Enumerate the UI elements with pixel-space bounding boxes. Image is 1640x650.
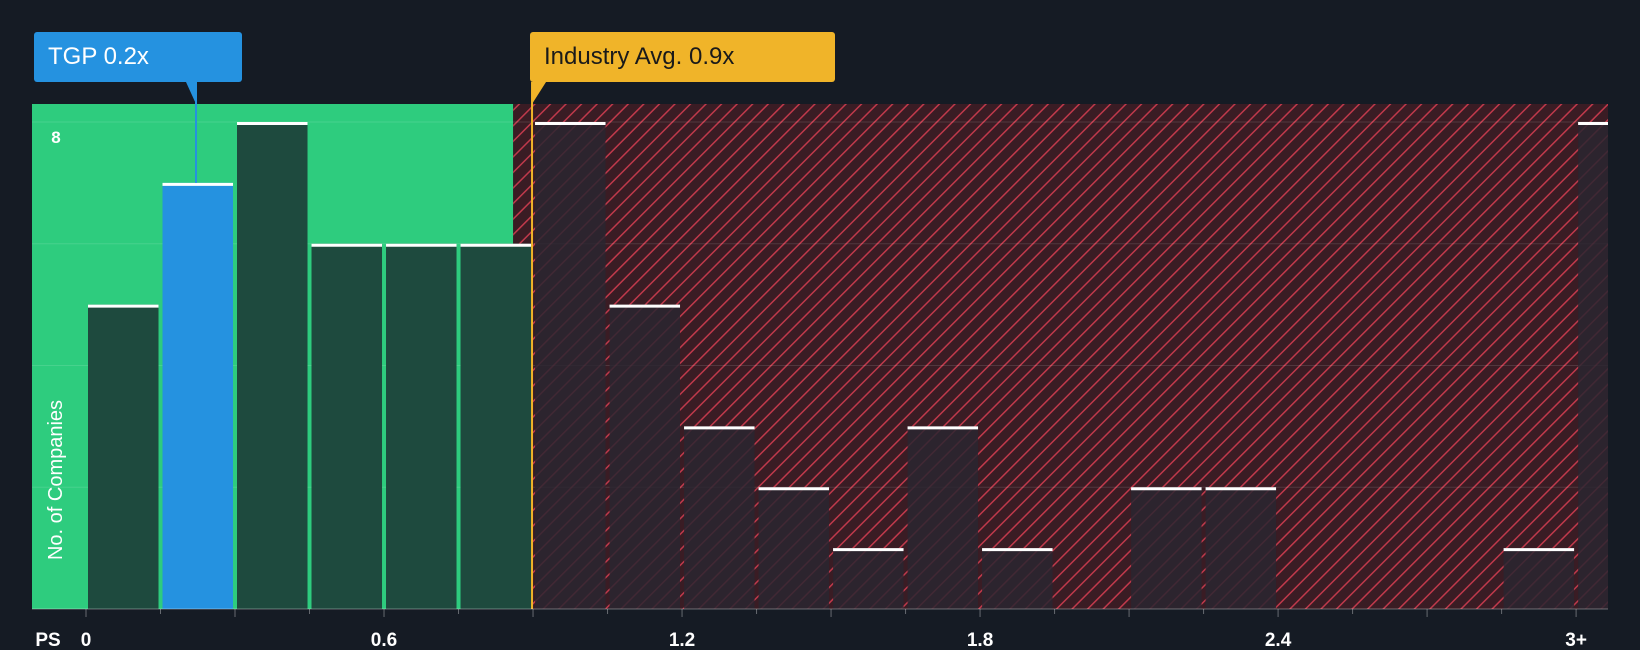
histogram-bar — [1578, 122, 1608, 609]
histogram-bar — [1503, 548, 1575, 609]
histogram-bar — [311, 243, 383, 609]
histogram-bar — [907, 426, 979, 609]
x-tick-label: 2.4 — [1265, 630, 1292, 650]
y-tick-label: 8 — [51, 128, 60, 147]
x-axis-label: PS — [35, 630, 60, 650]
histogram-bar — [88, 304, 159, 609]
x-tick-label: 1.8 — [967, 630, 993, 650]
x-tick-label: 0.6 — [371, 630, 397, 650]
industry-callout-pointer — [532, 82, 547, 104]
histogram-bar — [535, 122, 606, 609]
company-callout-pointer — [186, 82, 197, 104]
y-axis-label: No. of Companies — [45, 400, 67, 560]
industry-average-callout: Industry Avg. 0.9x — [530, 32, 835, 82]
histogram-bar — [460, 243, 532, 609]
x-tick-label: 1.2 — [669, 630, 695, 650]
histogram-bar — [758, 487, 830, 609]
company-ps-callout: TGP 0.2x — [34, 32, 242, 82]
histogram-bar — [1205, 487, 1277, 609]
histogram-bar — [386, 243, 457, 609]
histogram-bar — [162, 182, 234, 609]
histogram-bar — [833, 548, 904, 609]
x-tick-label: 3+ — [1565, 630, 1587, 650]
histogram-bar — [1131, 487, 1202, 609]
x-tick-label: 0 — [81, 630, 92, 650]
histogram-bar — [609, 304, 681, 609]
histogram-bar — [237, 122, 308, 609]
histogram-bar — [684, 426, 755, 609]
histogram-bar — [982, 548, 1053, 609]
